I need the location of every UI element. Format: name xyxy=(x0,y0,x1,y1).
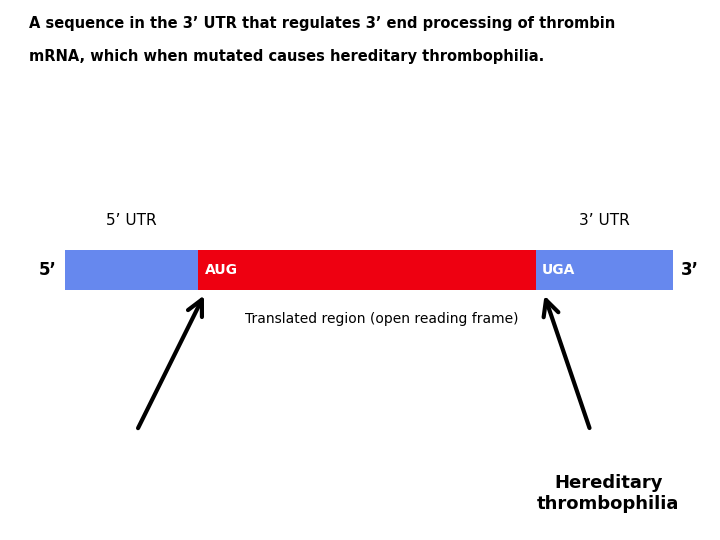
Bar xyxy=(65,249,198,291)
Text: A sequence in the 3’ UTR that regulates 3’ end processing of thrombin: A sequence in the 3’ UTR that regulates … xyxy=(29,16,615,31)
Text: Translated region (open reading frame): Translated region (open reading frame) xyxy=(245,312,518,326)
Text: UGA: UGA xyxy=(542,263,575,277)
Text: AUG: AUG xyxy=(205,263,238,277)
Text: Hereditary
thrombophilia: Hereditary thrombophilia xyxy=(537,474,680,512)
Text: 5’: 5’ xyxy=(38,261,56,279)
Text: 3’: 3’ xyxy=(680,261,698,279)
Text: mRNA, which when mutated causes hereditary thrombophilia.: mRNA, which when mutated causes heredita… xyxy=(29,49,544,64)
Bar xyxy=(198,249,536,291)
Bar xyxy=(536,249,673,291)
Text: 5’ UTR: 5’ UTR xyxy=(106,213,157,228)
Text: 3’ UTR: 3’ UTR xyxy=(580,213,630,228)
